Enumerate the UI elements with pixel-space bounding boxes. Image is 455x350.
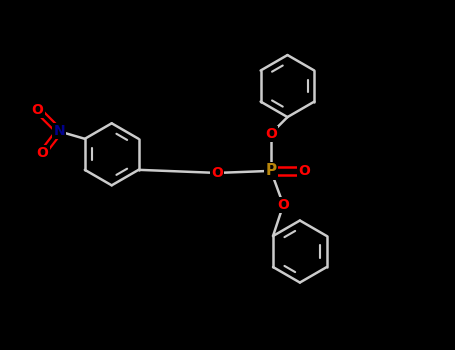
Text: P: P (265, 163, 277, 178)
Text: O: O (211, 166, 223, 180)
Text: O: O (265, 127, 277, 141)
Text: O: O (32, 103, 44, 117)
Text: O: O (298, 164, 310, 178)
Text: O: O (278, 198, 289, 212)
Text: O: O (37, 146, 49, 160)
Text: N: N (53, 124, 65, 138)
